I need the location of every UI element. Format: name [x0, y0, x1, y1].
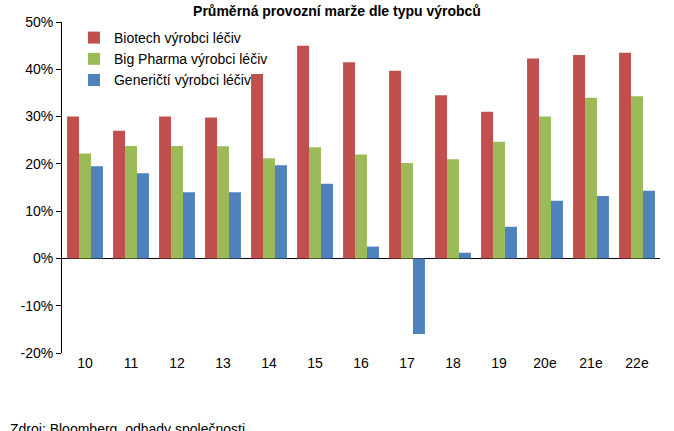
svg-text:20e: 20e	[533, 355, 557, 371]
svg-text:10: 10	[77, 355, 93, 371]
svg-text:Generičtí výrobci léčiv: Generičtí výrobci léčiv	[114, 72, 251, 88]
svg-text:12: 12	[169, 355, 185, 371]
svg-text:20%: 20%	[25, 156, 53, 172]
svg-text:Zdroj: Bloomberg, odhady spole: Zdroj: Bloomberg, odhady společnosti	[10, 421, 245, 431]
svg-text:50%: 50%	[25, 14, 53, 30]
svg-text:16: 16	[353, 355, 369, 371]
svg-text:13: 13	[215, 355, 231, 371]
svg-text:Biotech výrobci léčiv: Biotech výrobci léčiv	[114, 30, 241, 46]
svg-text:19: 19	[491, 355, 507, 371]
svg-text:18: 18	[445, 355, 461, 371]
svg-text:17: 17	[399, 355, 415, 371]
svg-text:22e: 22e	[625, 355, 649, 371]
svg-text:-10%: -10%	[21, 298, 54, 314]
svg-text:11: 11	[124, 355, 139, 371]
svg-text:Průměrná provozní marže dle ty: Průměrná provozní marže dle typu výrobců	[193, 3, 481, 19]
svg-text:15: 15	[307, 355, 323, 371]
svg-text:10%: 10%	[25, 203, 53, 219]
svg-text:30%: 30%	[25, 108, 53, 124]
svg-text:40%: 40%	[25, 61, 53, 77]
svg-text:21e: 21e	[579, 355, 603, 371]
svg-text:0%: 0%	[33, 250, 53, 266]
svg-text:Big Pharma výrobci léčiv: Big Pharma výrobci léčiv	[114, 51, 267, 67]
svg-text:-20%: -20%	[21, 345, 54, 361]
svg-text:14: 14	[261, 355, 277, 371]
